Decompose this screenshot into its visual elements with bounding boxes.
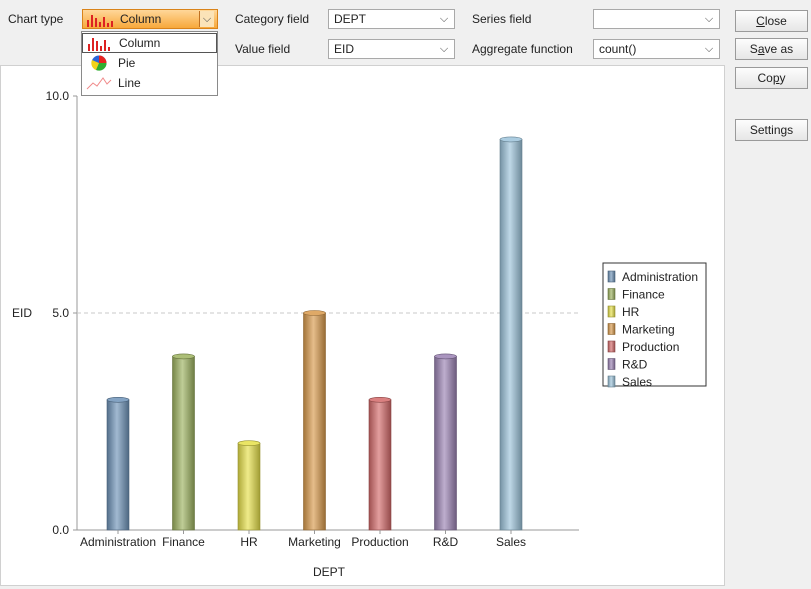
x-tick-label: Sales: [496, 535, 526, 549]
bar: [172, 353, 195, 531]
bar-cap: [303, 310, 326, 316]
legend-box: [602, 262, 707, 387]
dropdown-option-column[interactable]: Column: [82, 33, 217, 53]
x-tick-label: HR: [240, 535, 258, 549]
dropdown-option-pie[interactable]: Pie: [82, 54, 217, 74]
bar: [106, 396, 130, 531]
bar-body: [499, 139, 523, 531]
close-mnemonic: C: [756, 14, 765, 28]
chart-panel: 0.0 5.0 10.0 EID Administration Finance HR Mark…: [0, 65, 725, 586]
aggregate-function-label: Aggregate function: [472, 42, 573, 56]
bar: [303, 310, 326, 531]
close-button[interactable]: Close: [735, 10, 808, 32]
chevron-down-icon[interactable]: ⌵: [704, 43, 714, 55]
settings-label: Settings: [749, 123, 794, 137]
dropdown-option-line[interactable]: Line: [82, 74, 217, 94]
chart-type-dropdown[interactable]: Column Pie Line: [81, 31, 218, 96]
copy-label-rest: y: [779, 71, 786, 85]
chevron-down-icon[interactable]: ⌵: [704, 13, 714, 25]
legend-item-label: R&D: [622, 358, 648, 372]
legend-item-label: Production: [622, 340, 679, 354]
x-tick-label: Administration: [80, 535, 156, 549]
value-field-label: Value field: [235, 42, 291, 56]
chart-type-select[interactable]: Column ⌵: [82, 9, 218, 29]
bar-body: [434, 356, 457, 531]
aggregate-function-select[interactable]: count() ⌵: [593, 39, 720, 59]
chevron-down-icon[interactable]: ⌵: [439, 13, 449, 25]
line-chart-icon: [86, 77, 112, 90]
save-as-label-pre: S: [749, 42, 758, 56]
category-field-value: DEPT: [334, 12, 367, 26]
copy-label-pre: Co: [757, 71, 773, 85]
column-chart-icon: [88, 38, 110, 51]
x-tick-label: Finance: [162, 535, 205, 549]
bar-body: [368, 399, 392, 531]
x-tick-label: Marketing: [288, 535, 341, 549]
bar-cap: [106, 396, 130, 403]
pie-chart-icon: [91, 55, 107, 71]
bar: [368, 396, 392, 531]
legend-item-label: HR: [622, 305, 640, 319]
series-field-select[interactable]: ⌵: [593, 9, 720, 29]
dropdown-option-label: Column: [119, 36, 161, 50]
save-as-mnemonic: a: [757, 42, 765, 56]
y-tick-label: 10.0: [46, 89, 70, 103]
column-chart: 0.0 5.0 10.0 EID Administration Finance HR Mark…: [12, 89, 707, 579]
chevron-down-icon[interactable]: ⌵: [199, 11, 214, 27]
bar: [237, 440, 261, 531]
bar-body: [172, 356, 195, 531]
series-field-label: Series field: [472, 12, 532, 26]
legend-swatch: [607, 340, 616, 353]
bar-body: [237, 442, 261, 531]
bar-body: [303, 312, 326, 531]
settings-button[interactable]: Settings: [735, 119, 808, 141]
x-tick-label: R&D: [433, 535, 459, 549]
bar-cap: [499, 136, 523, 143]
chart-type-value: Column: [120, 12, 162, 26]
legend-swatch: [607, 323, 616, 335]
copy-mnemonic: p: [772, 71, 780, 85]
bar-cap: [368, 396, 392, 403]
close-label-rest: lose: [764, 14, 787, 28]
bar-cap: [237, 440, 261, 447]
bar-cap: [434, 353, 457, 360]
legend-swatch: [607, 288, 616, 300]
legend-swatch: [607, 358, 616, 370]
save-as-label-rest: ve as: [764, 42, 794, 56]
x-tick-label: Production: [351, 535, 408, 549]
value-field-value: EID: [334, 42, 355, 56]
aggregate-function-value: count(): [599, 42, 637, 56]
category-field-label: Category field: [235, 12, 310, 26]
x-axis-label: DEPT: [313, 565, 346, 579]
category-field-select[interactable]: DEPT ⌵: [328, 9, 455, 29]
legend-swatch: [607, 270, 616, 283]
column-chart-icon: [87, 15, 113, 27]
value-field-select[interactable]: EID ⌵: [328, 39, 455, 59]
legend-item-label: Marketing: [622, 323, 675, 337]
legend-swatch: [607, 305, 616, 318]
y-tick-label: 5.0: [52, 306, 69, 320]
dropdown-option-label: Line: [118, 76, 141, 90]
copy-button[interactable]: Copy: [735, 67, 808, 89]
bar: [499, 136, 523, 531]
legend-swatch: [607, 375, 616, 388]
y-tick-label: 0.0: [52, 523, 69, 537]
dropdown-option-label: Pie: [118, 56, 136, 70]
legend-item-label: Sales: [622, 375, 652, 389]
legend: Administration Finance HR Marketing Producti…: [602, 262, 707, 389]
legend-item-label: Finance: [622, 288, 665, 302]
save-as-button[interactable]: Save as: [735, 38, 808, 60]
legend-item-label: Administration: [622, 270, 698, 284]
chevron-down-icon[interactable]: ⌵: [439, 43, 449, 55]
chart-type-label: Chart type: [8, 12, 64, 26]
bar: [434, 353, 457, 531]
bar-body: [106, 399, 130, 531]
bar-cap: [172, 353, 195, 360]
y-axis-label: EID: [12, 306, 32, 320]
